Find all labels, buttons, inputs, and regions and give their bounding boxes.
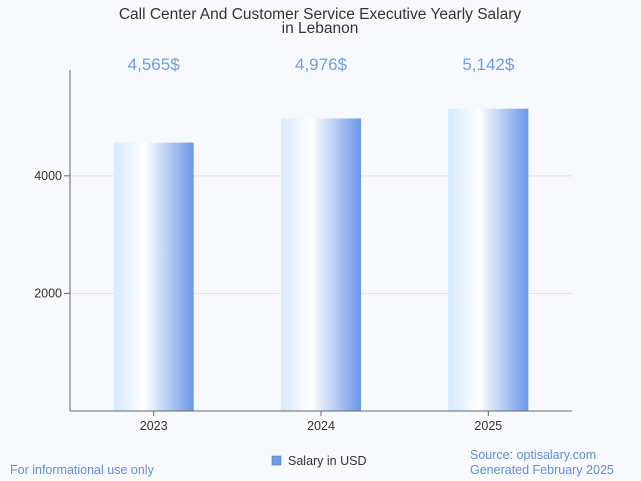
value-label-2023: 4,565$ — [128, 55, 181, 74]
bar-2024 — [281, 118, 361, 411]
y-tick-label-4000: 4000 — [34, 169, 62, 183]
y-axis-ticks: 2000 4000 — [34, 169, 70, 300]
value-label-2025: 5,142$ — [462, 55, 515, 74]
generated-date-text: Generated February 2025 — [470, 463, 614, 477]
legend-label-salary: Salary in USD — [288, 454, 367, 468]
bar-2023 — [113, 142, 194, 411]
x-axis-ticks: 2023 2024 2025 — [140, 411, 502, 433]
x-tick-label-2025: 2025 — [474, 419, 502, 433]
legend: Salary in USD — [271, 454, 367, 468]
chart-title-line-1: Call Center And Customer Service Executi… — [119, 6, 522, 23]
bars — [113, 108, 529, 412]
legend-swatch-salary — [271, 455, 282, 466]
chart-title-line-2: in Lebanon — [282, 20, 359, 37]
y-tick-label-2000: 2000 — [34, 286, 62, 300]
x-tick-label-2023: 2023 — [140, 419, 168, 433]
chart-title: Call Center And Customer Service Executi… — [119, 6, 522, 37]
x-tick-label-2024: 2024 — [307, 419, 335, 433]
footer: For informational use only Source: optis… — [10, 448, 614, 477]
bar-2025 — [448, 108, 529, 412]
disclaimer-text: For informational use only — [10, 463, 155, 477]
value-labels: 4,565$ 4,976$ 5,142$ — [128, 55, 515, 74]
source-text: Source: optisalary.com — [470, 448, 596, 462]
value-label-2024: 4,976$ — [295, 55, 348, 74]
